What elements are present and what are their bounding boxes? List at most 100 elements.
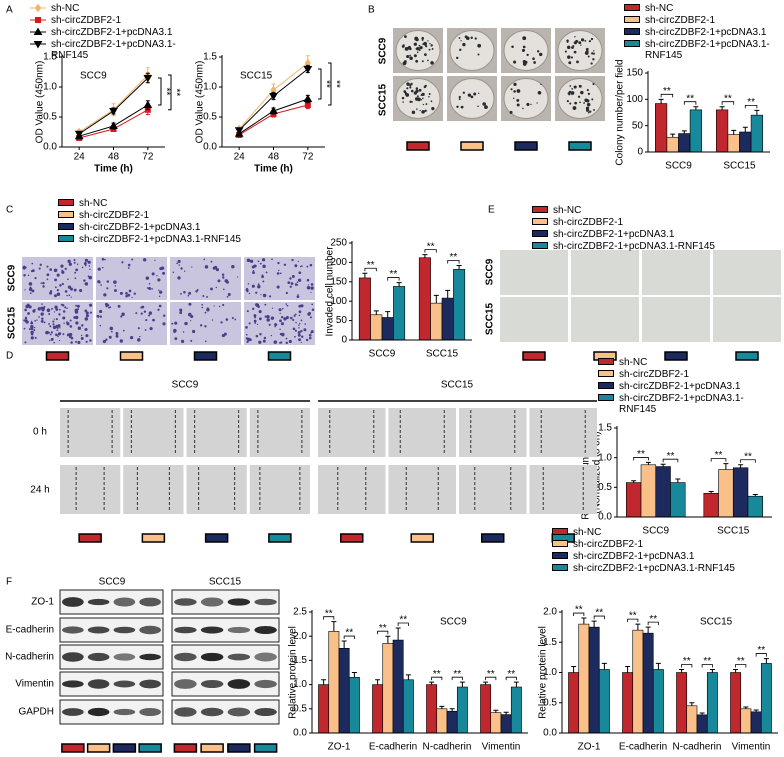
cell-dot [283,263,287,266]
image-cell [249,408,310,457]
cell-dot [402,101,404,103]
cell-dot [245,333,248,336]
cell-dot [294,283,298,286]
band [254,679,277,689]
image-cell [186,465,247,514]
color-key [267,351,292,361]
cell-dot [63,322,65,325]
cell-dot [573,41,577,45]
bar [716,109,729,153]
cell-dot [27,274,30,277]
cell-dot [580,90,584,95]
cell-dot [100,284,103,286]
legend-swatch [532,206,548,213]
cell-dot [222,303,225,307]
image-cell [529,408,597,457]
cell-dot [256,323,259,326]
bar [426,684,438,734]
bar [747,495,763,518]
cell-dot [539,54,542,56]
x-tick-label: Vimentin [732,742,771,753]
x-tick-label: 48 [108,152,120,163]
row-label: SCC15 [7,306,18,339]
cell-dot [573,85,577,89]
cell-dot [24,289,26,291]
cell-dot [252,270,255,272]
cell-dot [246,258,251,263]
cell-dot [566,41,569,43]
cell-dot [248,322,251,325]
cell-dot [75,321,79,325]
legend-swatch [598,382,614,389]
marker [33,41,43,49]
bar [740,708,752,734]
cell-dot [41,317,44,320]
band [87,652,110,662]
cell-dot [516,98,520,102]
significance-label: ** [683,656,691,667]
significance-label: ** [160,88,171,96]
cell-dot [99,315,103,318]
cell-dot [84,327,88,331]
cell-dot [34,320,36,322]
cell-dot [31,262,34,265]
cell-dot [567,55,571,59]
cell-dot [62,316,66,320]
error-bar [321,679,327,685]
cell-dot [75,268,79,272]
significance-bracket [485,676,497,681]
cell-dot [264,303,267,306]
cell-dot [257,305,260,308]
cell-dot [297,333,301,337]
cell-dot [62,333,65,336]
cell-dot [223,332,227,336]
error-bar [456,265,462,270]
cell-dot [431,106,435,111]
cell-dot [295,321,297,324]
cell-dot [42,281,45,285]
significance-bracket [710,458,727,462]
cell-dot [131,296,133,299]
legend: sh-NC sh-circZDBF2-1 sh-circZDBF2-1+pcDNA3… [624,3,782,62]
cell-dot [298,314,301,317]
cell-dot [154,259,156,261]
cell-dot [294,335,296,338]
cell-dot [81,324,84,327]
marker [269,93,278,101]
cell-dot [254,321,257,324]
cell-dot [406,82,410,86]
cell-dot [310,331,312,334]
cell-dot [145,319,148,322]
y-tick-label: 0.5 [43,112,57,123]
cell-dot [48,323,50,325]
legend-label: sh-circZDBF2-1+pcDNA3.1-RNF145 [619,393,744,415]
significance-label: ** [747,97,755,108]
cell-dot [221,273,225,276]
cell-dot [204,265,209,269]
legend-swatch [532,230,548,237]
cell-dot [159,267,163,271]
legend-swatch [552,528,568,535]
band [87,707,110,717]
cell-dot [409,54,411,57]
cell-dot [478,92,480,94]
cell-dot [210,260,213,263]
cell-dot [222,276,225,279]
cell-dot [411,110,416,115]
significance-label: ** [433,669,441,680]
cell-dot [510,88,513,91]
band [200,679,224,689]
cell-dot [23,319,26,322]
significance-bracket [627,618,639,623]
significance-bracket [744,104,758,109]
band [62,597,84,607]
y-axis-label: OD Value (450nm) [35,61,46,144]
image-cell [388,465,456,514]
error-bar [660,463,666,467]
image-cell [500,297,568,342]
legend-label: sh-NC [51,3,80,14]
error-bar [670,133,676,138]
bar [727,134,740,153]
significance-label: ** [507,669,515,680]
legend-item: sh-circZDBF2-1+pcDNA3.1-RNF145 [552,563,782,574]
